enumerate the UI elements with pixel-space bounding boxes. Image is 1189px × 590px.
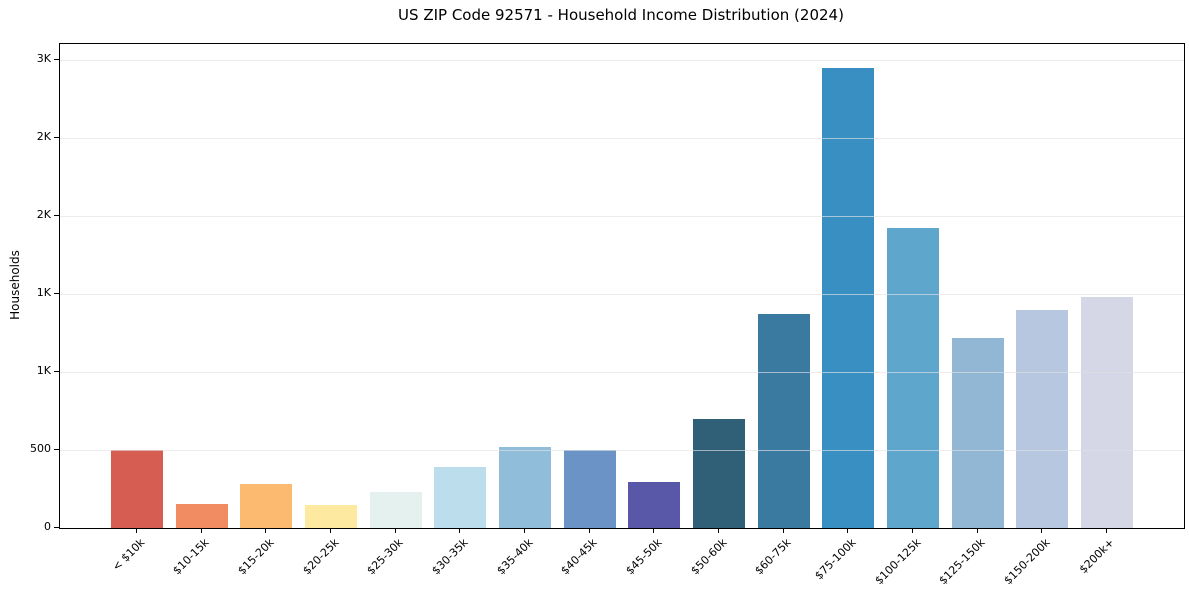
y-tick-mark [54, 292, 59, 294]
y-tick-mark [54, 448, 59, 450]
x-tick-mark [136, 528, 137, 533]
y-tick-mark [54, 214, 59, 216]
x-tick-label: $60-75k [752, 536, 794, 578]
x-tick-label: $45-50k [623, 536, 665, 578]
x-tick-label: $150-200k [1001, 536, 1053, 588]
x-tick-mark [1106, 528, 1107, 533]
x-tick-label: $75-100k [812, 536, 859, 583]
bar-$60-75k [757, 313, 810, 528]
chart-title: US ZIP Code 92571 - Household Income Dis… [398, 6, 844, 24]
bar-$35-40k [499, 447, 551, 528]
x-tick-mark [330, 528, 331, 533]
x-tick-mark [459, 528, 461, 533]
y-tick-mark [54, 527, 59, 528]
x-tick-label: $125-150k [936, 536, 988, 588]
y-tick-label: 3K [36, 51, 51, 65]
gridline [60, 59, 1184, 61]
bar-$45-50k [628, 482, 681, 528]
x-tick-mark [394, 528, 396, 533]
bar-$10-15k [175, 504, 228, 528]
x-tick-mark [200, 528, 202, 533]
y-tick-label: 500 [30, 441, 51, 455]
gridline [60, 371, 1184, 373]
bar-< $10k [111, 450, 163, 528]
x-tick-label: $35-40k [493, 536, 536, 578]
x-tick-label: $200k+ [1077, 536, 1118, 577]
x-tick-label: $10-15k [170, 536, 212, 578]
y-tick-mark [54, 370, 59, 372]
x-tick-mark [524, 528, 525, 533]
y-tick-mark [54, 136, 59, 138]
x-tick-mark [265, 528, 267, 533]
y-tick-label: 0 [44, 520, 51, 533]
x-tick-label: $100-125k [872, 536, 924, 588]
x-tick-mark [653, 528, 655, 533]
x-tick-label: $15-20k [235, 536, 277, 578]
bar-$30-35k [434, 466, 487, 528]
bar-$75-100k [822, 67, 875, 528]
bar-$50-60k [693, 419, 745, 528]
x-tick-mark [782, 528, 784, 533]
gridline [60, 137, 1184, 139]
y-tick-label: 2K [36, 129, 51, 143]
gridline [60, 215, 1184, 217]
x-tick-label: $25-30k [364, 536, 406, 578]
bar-$125-150k [951, 337, 1004, 528]
plot-area [59, 43, 1185, 529]
x-tick-mark [1041, 528, 1043, 533]
x-tick-mark [847, 528, 849, 533]
x-tick-label: $40-45k [558, 536, 600, 578]
y-tick-mark [54, 58, 59, 60]
y-tick-label: 1K [36, 285, 51, 299]
bar-$20-25k [305, 505, 357, 528]
x-tick-label: $50-60k [687, 536, 730, 578]
bar-$100-125k [887, 227, 939, 528]
bar-$25-30k [369, 492, 422, 528]
bar-$200k+ [1081, 297, 1133, 528]
gridline [60, 293, 1184, 295]
x-tick-mark [588, 528, 590, 533]
x-tick-mark [718, 528, 719, 533]
bar-$150-200k [1016, 310, 1069, 528]
x-tick-label: < $10k [109, 536, 148, 574]
bar-$15-20k [240, 483, 293, 528]
y-tick-label: 1K [36, 363, 51, 377]
x-tick-mark [976, 528, 978, 533]
x-tick-mark [912, 528, 913, 533]
x-tick-label: $30-35k [429, 536, 471, 578]
x-tick-label: $20-25k [299, 536, 342, 578]
bar-$40-45k [563, 450, 616, 528]
gridline [60, 449, 1184, 451]
y-tick-label: 2K [36, 207, 51, 221]
